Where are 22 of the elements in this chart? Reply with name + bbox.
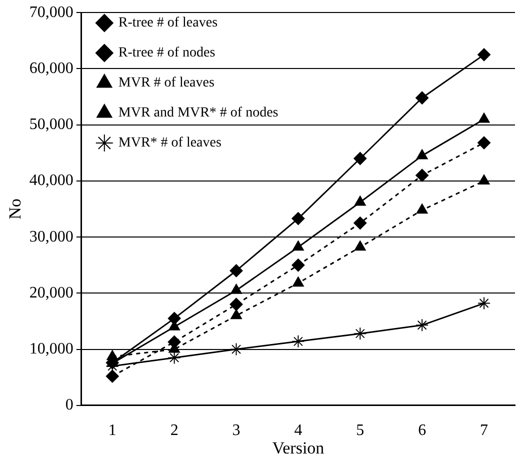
x-tick-label: 5 [356,422,364,440]
x-tick-label: 7 [480,422,488,440]
y-tick-label: 30,000 [29,228,74,246]
y-tick-label: 70,000 [29,4,74,21]
y-tick-label: 40,000 [29,172,74,190]
x-tick-label: 2 [170,422,178,440]
y-tick-label: 10,000 [29,340,74,358]
y-tick-label: 60,000 [29,60,74,77]
x-tick-label: 1 [108,422,116,440]
legend-label: R-tree # of nodes [118,46,216,61]
y-tick-label: 50,000 [29,116,74,134]
x-tick-label: 4 [294,422,302,440]
legend-label: MVR* # of leaves [118,136,222,151]
y-tick-label: 0 [65,396,74,414]
x-tick-label: 3 [232,422,240,440]
y-tick-label: 20,000 [29,284,74,302]
y-axis-title: No [6,198,25,220]
legend-label: MVR # of leaves [118,76,214,91]
x-axis-title: Version [272,438,325,458]
legend-label: MVR and MVR* # of nodes [118,106,278,121]
x-tick-label: 6 [418,422,426,440]
legend-label: R-tree # of leaves [118,16,218,31]
